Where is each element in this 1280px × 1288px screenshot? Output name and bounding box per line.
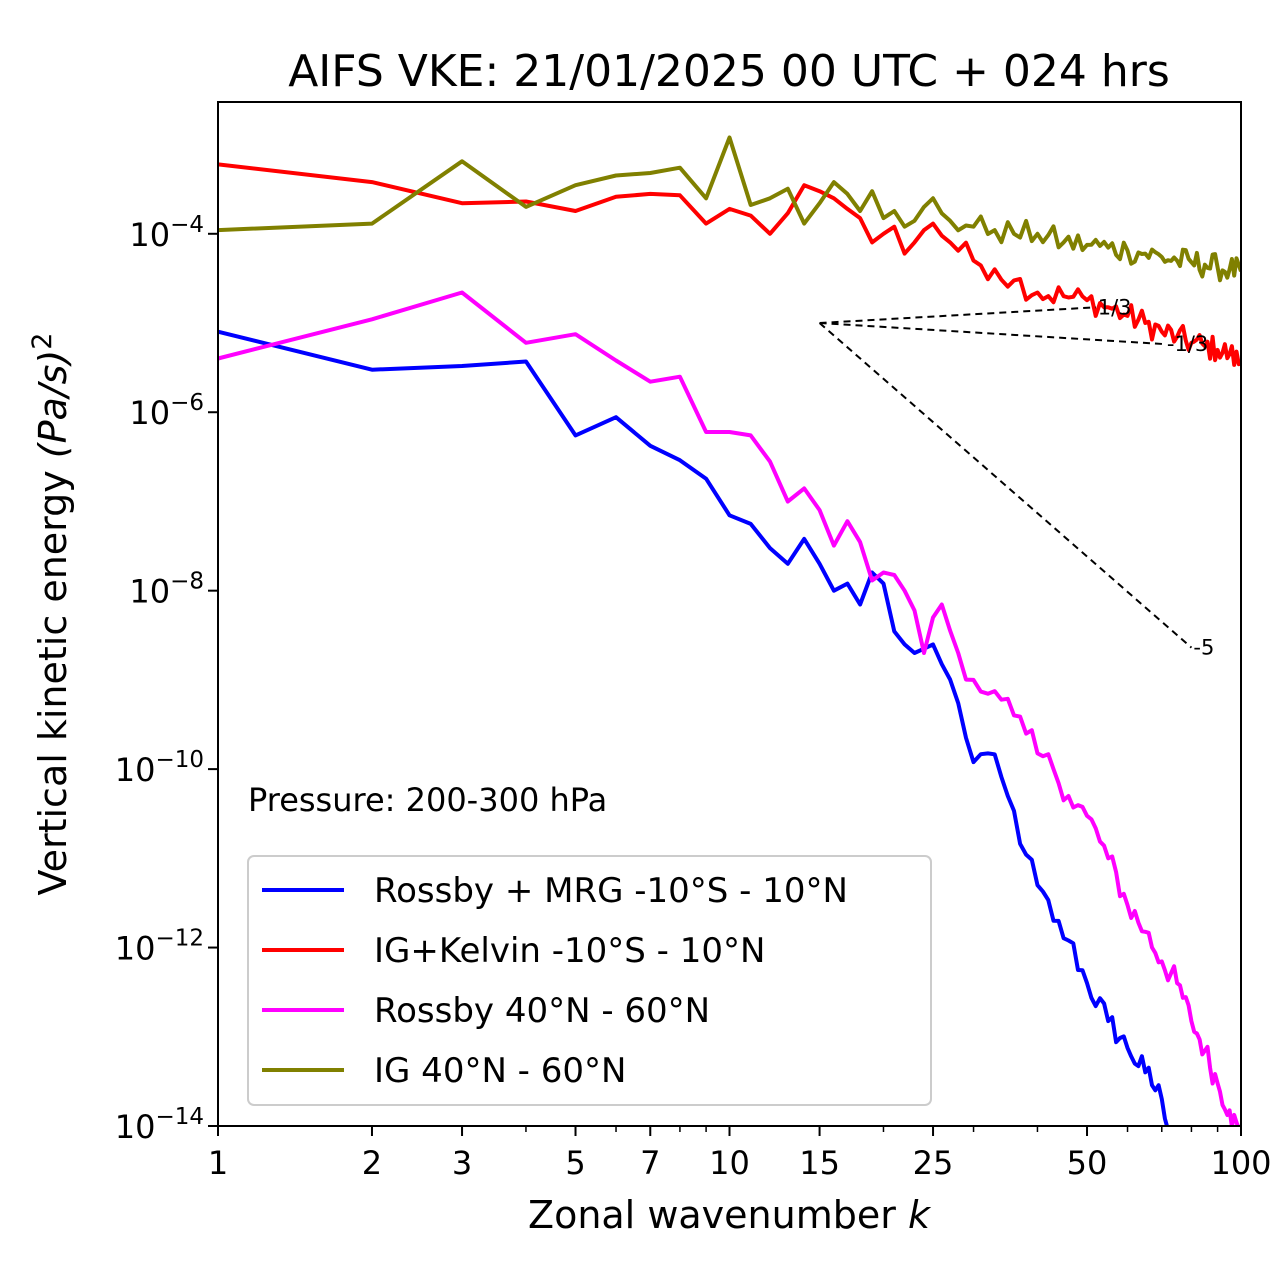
legend-label: Rossby 40°N - 60°N xyxy=(374,991,710,1031)
series-line-3 xyxy=(218,135,1241,283)
y-tick-label: 10−4 xyxy=(129,212,204,254)
reference-label: 1/3 xyxy=(1098,295,1132,319)
series-line-1 xyxy=(218,162,1241,367)
x-tick-label: 100 xyxy=(1210,1144,1271,1182)
x-tick-label: 25 xyxy=(913,1144,954,1182)
x-tick-label: 3 xyxy=(452,1144,472,1182)
y-tick-label: 10−14 xyxy=(115,1104,204,1146)
pressure-annotation: Pressure: 200-300 hPa xyxy=(248,781,607,819)
x-axis-ticks: 1 2 3 5 7 10 15 25 50 100 xyxy=(208,1126,1272,1182)
legend-label: Rossby + MRG -10°S - 10°N xyxy=(374,871,848,911)
reference-line-0 xyxy=(819,306,1096,325)
reference-label: -1/3 xyxy=(1167,332,1208,356)
plot-frame xyxy=(217,101,1242,1127)
series-line-2 xyxy=(218,290,1240,1126)
x-axis-label: Zonal wavenumber k xyxy=(528,1193,932,1237)
series-line-0 xyxy=(218,329,1170,1126)
y-tick-label: 10−6 xyxy=(129,390,204,432)
reference-line-2 xyxy=(818,322,1193,649)
y-tick-label: 10−8 xyxy=(129,569,204,611)
series-layer xyxy=(218,135,1241,1126)
x-tick-label: 1 xyxy=(208,1144,228,1182)
x-tick-label: 7 xyxy=(640,1144,660,1182)
legend-label: IG+Kelvin -10°S - 10°N xyxy=(374,931,765,971)
x-tick-label: 5 xyxy=(565,1144,585,1182)
x-tick-label: 15 xyxy=(799,1144,840,1182)
y-axis-ticks: 10−14 10−12 10−10 10−8 10−6 10−4 xyxy=(115,212,218,1146)
y-tick-label: 10−10 xyxy=(115,747,204,789)
reference-label: -5 xyxy=(1193,636,1214,660)
y-axis-label: Vertical kinetic energy (Pa/s)2 xyxy=(27,333,75,896)
reference-slopes: 1/3 -1/3 -5 xyxy=(818,295,1214,660)
x-tick-label: 2 xyxy=(362,1144,382,1182)
reference-line-1 xyxy=(819,322,1165,346)
x-tick-label: 10 xyxy=(709,1144,750,1182)
legend-label: IG 40°N - 60°N xyxy=(374,1051,626,1091)
legend-box xyxy=(247,855,932,1106)
legend: Rossby + MRG -10°S - 10°N IG+Kelvin -10°S… xyxy=(247,855,932,1106)
y-tick-label: 10−12 xyxy=(115,926,204,968)
x-tick-label: 50 xyxy=(1067,1144,1108,1182)
chart-title: AIFS VKE: 21/01/2025 00 UTC + 024 hrs xyxy=(288,46,1170,97)
